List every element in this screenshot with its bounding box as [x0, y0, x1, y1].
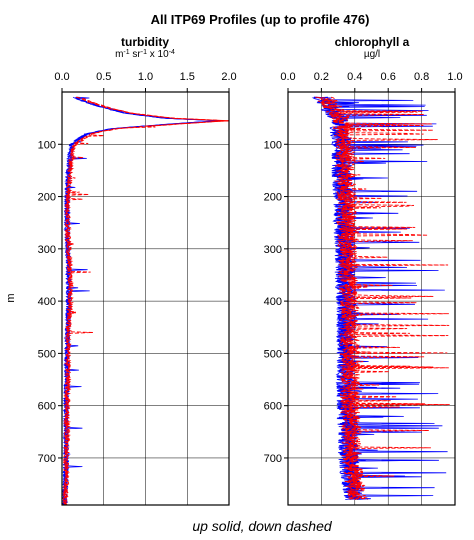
chlorophyll-xtick-label-3: 0.6 [381, 71, 396, 83]
turbidity-ytick-label-6: 700 [38, 453, 56, 465]
chlorophyll-ytick-label-0: 100 [264, 139, 282, 151]
chlorophyll-ytick-label-6: 700 [264, 453, 282, 465]
turbidity-ytick-label-2: 300 [38, 244, 56, 256]
turbidity-ytick-label-4: 500 [38, 348, 56, 360]
turbidity-title: turbidity [121, 35, 169, 49]
figure-caption: up solid, down dashed [192, 518, 333, 534]
figure-title: All ITP69 Profiles (up to profile 476) [151, 12, 370, 27]
turbidity-xtick-label-3: 1.5 [180, 71, 195, 83]
turbidity-data [62, 96, 229, 505]
chlorophyll-xtick-label-5: 1.0 [447, 71, 462, 83]
chlorophyll-ytick-label-4: 500 [264, 348, 282, 360]
chlorophyll-ytick-label-5: 600 [264, 401, 282, 413]
chlorophyll-xtick-label-1: 0.2 [314, 71, 329, 83]
chlorophyll-ytick-label-3: 400 [264, 296, 282, 308]
chlorophyll-title: chlorophyll a [335, 35, 410, 49]
chlorophyll-down-profile-1 [320, 96, 450, 500]
y-axis-label: m [5, 293, 17, 302]
chlorophyll-ytick-label-1: 200 [264, 192, 282, 204]
turbidity-ytick-label-0: 100 [38, 139, 56, 151]
turbidity-xtick-label-0: 0.0 [54, 71, 69, 83]
chlorophyll-plot-frame [287, 91, 456, 506]
turbidity-ytick-label-3: 400 [38, 296, 56, 308]
turbidity-xtick-label-2: 1.0 [138, 71, 153, 83]
chlorophyll-xtick-label-0: 0.0 [280, 71, 295, 83]
chlorophyll-data [311, 96, 450, 500]
chlorophyll-xtick-label-4: 0.8 [414, 71, 429, 83]
turbidity-xtick-label-1: 0.5 [96, 71, 111, 83]
chlorophyll-ytick-label-2: 300 [264, 244, 282, 256]
turbidity-ytick-label-5: 600 [38, 401, 56, 413]
chlorophyll-down-profile-0 [317, 96, 450, 500]
chlorophyll-xtick-label-2: 0.4 [347, 71, 362, 83]
turbidity-ytick-label-1: 200 [38, 192, 56, 204]
turbidity-down-profile-2 [62, 96, 229, 505]
turbidity-unit-label: m-1 sr-1 x 10-4 [115, 49, 175, 61]
chlorophyll-down-profile-2 [315, 96, 449, 500]
chlorophyll-up-profile-3 [315, 96, 443, 500]
chlorophyll-panel: chlorophyll aµg/l 0.0 0.2 0.4 0.6 0.8 1.0 100 20… [264, 35, 463, 506]
chlorophyll-unit-label: µg/l [364, 49, 380, 60]
turbidity-xtick-label-4: 2.0 [221, 71, 236, 83]
